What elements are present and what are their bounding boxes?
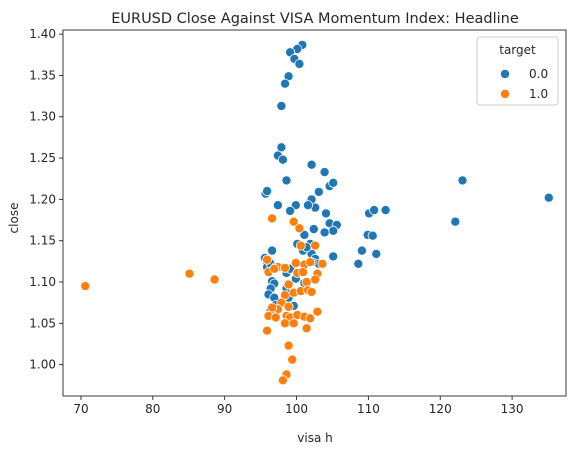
data-point bbox=[297, 267, 308, 278]
x-tick-label: 130 bbox=[501, 402, 524, 416]
data-point bbox=[302, 200, 313, 211]
y-tick-label: 1.30 bbox=[29, 110, 56, 124]
data-point bbox=[290, 257, 301, 268]
legend-marker bbox=[499, 89, 510, 100]
data-point bbox=[353, 258, 364, 269]
x-tick-label: 90 bbox=[217, 402, 232, 416]
data-point bbox=[262, 325, 273, 336]
y-axis-label: close bbox=[7, 203, 21, 234]
x-axis-label: visa h bbox=[297, 431, 332, 445]
data-point bbox=[267, 213, 278, 224]
data-point bbox=[262, 254, 273, 265]
data-point bbox=[369, 205, 380, 216]
data-point bbox=[288, 216, 299, 227]
data-point bbox=[184, 268, 195, 279]
y-tick-label: 1.20 bbox=[29, 192, 56, 206]
data-point bbox=[356, 245, 367, 256]
data-point bbox=[305, 257, 316, 268]
data-point bbox=[277, 154, 288, 165]
data-point bbox=[267, 245, 278, 256]
x-tick-label: 80 bbox=[145, 402, 160, 416]
x-tick-label: 70 bbox=[73, 402, 88, 416]
data-point bbox=[283, 279, 294, 290]
y-tick-label: 1.00 bbox=[29, 358, 56, 372]
chart-title: EURUSD Close Against VISA Momentum Index… bbox=[111, 11, 519, 27]
data-point bbox=[279, 262, 290, 273]
data-point bbox=[306, 286, 317, 297]
data-point bbox=[312, 306, 323, 317]
data-point bbox=[267, 302, 278, 313]
x-tick-label: 110 bbox=[357, 402, 380, 416]
legend-box bbox=[476, 36, 559, 106]
data-point bbox=[328, 225, 339, 236]
data-point bbox=[288, 318, 299, 329]
legend-label: 0.0 bbox=[529, 67, 548, 81]
legend-marker bbox=[499, 69, 510, 80]
legend-label: 1.0 bbox=[529, 87, 548, 101]
data-point bbox=[270, 312, 281, 323]
data-point bbox=[450, 216, 461, 227]
y-tick-label: 1.10 bbox=[29, 275, 56, 289]
y-tick-label: 1.15 bbox=[29, 234, 56, 248]
data-point bbox=[283, 340, 294, 351]
plot-frame bbox=[62, 29, 567, 397]
y-tick-label: 1.40 bbox=[29, 27, 56, 41]
data-point bbox=[279, 78, 290, 89]
data-point bbox=[313, 186, 324, 197]
plot-area bbox=[62, 29, 567, 397]
data-point bbox=[276, 101, 287, 112]
data-point bbox=[294, 223, 305, 234]
legend: target 0.0 1.0 bbox=[476, 36, 559, 106]
x-tick-label: 100 bbox=[285, 402, 308, 416]
data-point bbox=[295, 240, 306, 251]
data-point bbox=[310, 240, 321, 251]
data-point bbox=[209, 274, 220, 285]
data-point bbox=[367, 230, 378, 241]
data-point bbox=[306, 159, 317, 170]
y-axis: 1.00 1.05 1.10 1.15 1.20 1.25 1.30 1.35 1.40 bbox=[29, 27, 63, 372]
data-point bbox=[287, 354, 298, 365]
data-point bbox=[279, 318, 290, 329]
data-point bbox=[543, 192, 554, 203]
data-point bbox=[283, 301, 294, 312]
data-point bbox=[281, 175, 292, 186]
data-point bbox=[80, 281, 91, 292]
data-point bbox=[285, 205, 296, 216]
data-point bbox=[276, 142, 287, 153]
x-tick-label: 120 bbox=[429, 402, 452, 416]
data-point bbox=[299, 229, 310, 240]
y-tick-label: 1.35 bbox=[29, 68, 56, 82]
legend-title: target bbox=[499, 43, 536, 57]
data-point bbox=[328, 251, 339, 262]
series-1.0 bbox=[80, 213, 328, 386]
data-point bbox=[301, 276, 312, 287]
data-point bbox=[320, 208, 331, 219]
y-tick-label: 1.25 bbox=[29, 151, 56, 165]
x-axis: 70 80 90 100 110 120 130 bbox=[73, 396, 524, 416]
data-point bbox=[308, 224, 319, 235]
data-point bbox=[457, 175, 468, 186]
y-tick-label: 1.05 bbox=[29, 316, 56, 330]
data-point bbox=[328, 177, 339, 188]
data-point bbox=[262, 186, 273, 197]
data-point bbox=[305, 313, 316, 324]
data-point bbox=[294, 58, 305, 69]
data-point bbox=[380, 205, 391, 216]
data-point bbox=[371, 248, 382, 259]
data-point bbox=[269, 263, 280, 274]
data-point bbox=[272, 200, 283, 211]
data-point bbox=[319, 167, 330, 178]
data-point bbox=[317, 258, 328, 269]
data-point bbox=[319, 227, 330, 238]
data-point bbox=[301, 323, 312, 334]
data-point bbox=[310, 274, 321, 285]
data-point bbox=[277, 375, 288, 386]
